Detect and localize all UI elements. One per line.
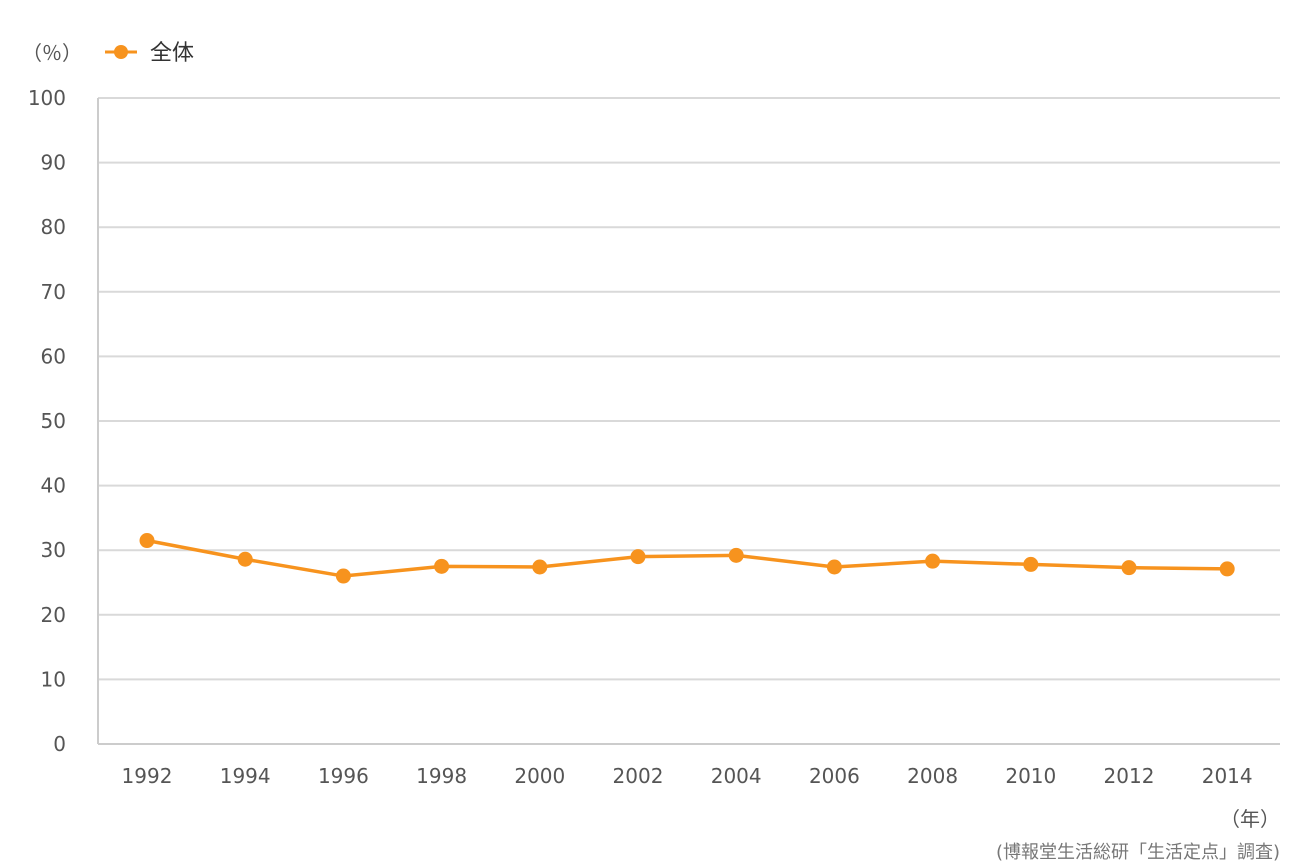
data-point — [1023, 556, 1039, 572]
y-tick-label: 10 — [41, 667, 66, 691]
data-point — [237, 551, 253, 567]
x-tick-label: 2014 — [1202, 764, 1253, 788]
x-tick-label: 2008 — [907, 764, 958, 788]
data-point — [1219, 561, 1235, 577]
x-tick-label: 2012 — [1104, 764, 1155, 788]
data-point — [925, 553, 941, 569]
y-tick-label: 60 — [41, 344, 66, 368]
y-tick-label: 80 — [41, 215, 66, 239]
x-tick-label: 2004 — [711, 764, 762, 788]
legend: 全体 — [105, 41, 194, 66]
legend-marker-swatch — [114, 45, 128, 59]
data-point — [532, 559, 548, 575]
data-point — [826, 559, 842, 575]
gridlines — [98, 97, 1280, 681]
y-tick-label: 20 — [41, 603, 66, 627]
x-axis-unit: （年） — [1220, 807, 1280, 831]
y-tick-label: 40 — [41, 474, 66, 498]
y-tick-label: 30 — [41, 538, 66, 562]
x-tick-label: 2010 — [1005, 764, 1056, 788]
data-point — [1121, 560, 1137, 576]
data-point — [335, 568, 351, 584]
y-tick-label: 50 — [41, 409, 66, 433]
y-axis-unit: （％） — [22, 41, 82, 65]
source-note: (博報堂生活総研「生活定点」調査) — [996, 842, 1280, 863]
x-tick-label: 2000 — [514, 764, 565, 788]
x-tick-label: 1996 — [318, 764, 369, 788]
x-tick-label: 1994 — [220, 764, 271, 788]
axes — [97, 98, 1280, 745]
x-tick-label: 1992 — [122, 764, 173, 788]
series-line — [146, 538, 1228, 578]
series — [139, 533, 1235, 584]
data-point — [434, 558, 450, 574]
data-point — [630, 549, 646, 565]
legend-label: 全体 — [150, 41, 194, 66]
x-tick-label: 2002 — [613, 764, 664, 788]
y-tick-label: 0 — [53, 732, 66, 756]
y-tick-label: 100 — [28, 86, 66, 110]
x-axis-ticks: 1992 1994 1996 1998 2000 2002 2004 2006 2008 2010… — [122, 764, 1253, 788]
y-tick-label: 90 — [41, 151, 66, 175]
y-tick-label: 70 — [41, 280, 66, 304]
x-tick-label: 1998 — [416, 764, 467, 788]
data-point — [728, 547, 744, 563]
x-tick-label: 2006 — [809, 764, 860, 788]
data-point — [139, 533, 155, 549]
y-axis-ticks: 0 10 20 30 40 50 60 70 80 90 100 — [28, 86, 66, 756]
